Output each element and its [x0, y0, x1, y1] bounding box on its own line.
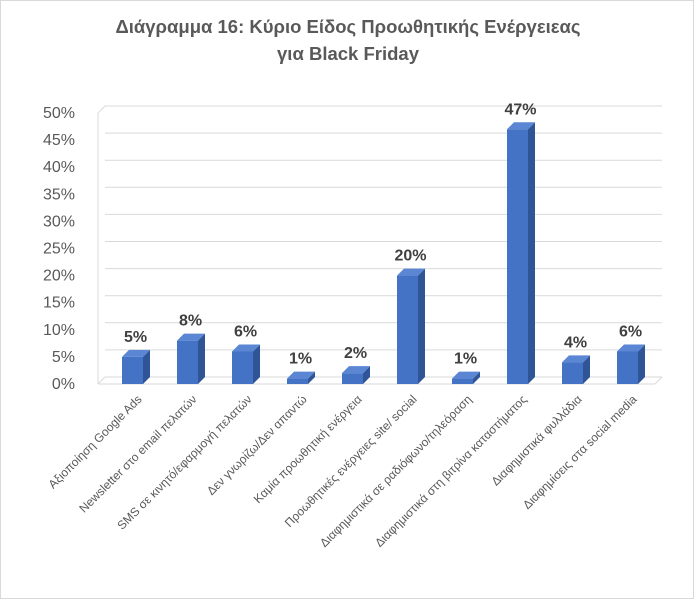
bar-front: [562, 362, 583, 384]
x-tick-label: Αξιοποίηση Google Ads: [46, 392, 145, 491]
data-label: 20%: [394, 248, 426, 265]
floor-edge: [97, 376, 106, 385]
y-tick-label: 0%: [52, 376, 75, 393]
data-label: 6%: [619, 323, 642, 340]
data-label: 1%: [289, 351, 312, 368]
bar-front: [452, 378, 473, 384]
bar-top: [507, 122, 535, 130]
data-label: 4%: [564, 334, 587, 351]
y-tick-label: 45%: [43, 132, 75, 149]
bar-top: [177, 333, 205, 341]
y-tick-label: 50%: [43, 105, 75, 122]
bar-side: [638, 344, 645, 384]
bar-top: [452, 371, 480, 379]
bar: [177, 333, 205, 384]
x-tick-label: Καμία προωθητική ενέργεια: [251, 392, 365, 506]
bar-side: [253, 344, 260, 384]
data-label: 8%: [179, 313, 202, 330]
y-tick-label: 5%: [52, 349, 75, 366]
bar-top: [232, 344, 260, 352]
bar-side: [583, 355, 590, 384]
data-label: 5%: [124, 329, 147, 346]
bar-side: [418, 268, 425, 384]
bar-side: [528, 122, 535, 384]
side-wall-line: [97, 105, 106, 114]
x-tick-label: Newsletter στο email πελατών: [76, 392, 199, 515]
bar-front: [287, 378, 308, 384]
bar: [562, 355, 590, 384]
x-tick-label: Διαφημιστικά φυλλάδια: [488, 392, 584, 488]
y-tick-label: 25%: [43, 241, 75, 258]
bar-side: [473, 371, 480, 384]
bar-front: [177, 340, 198, 384]
x-tick-label: Διαφημίσεις στα social media: [520, 392, 640, 512]
bar: [342, 366, 370, 384]
y-tick-label: 30%: [43, 213, 75, 230]
y-tick-label: 15%: [43, 295, 75, 312]
chart-title: Διάγραμμα 16: Κύριο Είδος Προωθητικής Εν…: [1, 13, 694, 67]
data-label: 47%: [504, 101, 536, 118]
data-label: 2%: [344, 345, 367, 362]
bar: [507, 122, 535, 384]
y-tick-label: 10%: [43, 322, 75, 339]
x-tick-label: Δεν γνωρίζω/Δεν απαντώ: [204, 392, 310, 498]
y-tick-label: 20%: [43, 268, 75, 285]
bar: [617, 344, 645, 384]
bar-side: [363, 366, 370, 384]
bar: [452, 371, 480, 384]
bar-side: [198, 333, 205, 384]
data-label: 1%: [454, 351, 477, 368]
bar: [397, 268, 425, 384]
y-tick-label: 40%: [43, 159, 75, 176]
bar: [122, 349, 150, 384]
bar-front: [397, 275, 418, 384]
bar: [287, 371, 315, 384]
bar-front: [507, 129, 528, 384]
floor-edge: [654, 376, 663, 385]
bar-top: [342, 366, 370, 374]
chart-title-line-2: για Black Friday: [277, 43, 419, 64]
bar-top: [562, 355, 590, 363]
bar-front: [122, 356, 143, 384]
bar-top: [617, 344, 645, 352]
bar-top: [287, 371, 315, 379]
bar-side: [308, 371, 315, 384]
y-tick-label: 35%: [43, 186, 75, 203]
data-label: 6%: [234, 323, 257, 340]
bar-front: [342, 373, 363, 384]
bar-top: [122, 349, 150, 357]
chart-title-line-1: Διάγραμμα 16: Κύριο Είδος Προωθητικής Εν…: [115, 16, 581, 37]
bar-side: [143, 349, 150, 384]
bar-top: [397, 268, 425, 276]
bar-front: [617, 351, 638, 384]
bar-front: [232, 351, 253, 384]
bar: [232, 344, 260, 384]
